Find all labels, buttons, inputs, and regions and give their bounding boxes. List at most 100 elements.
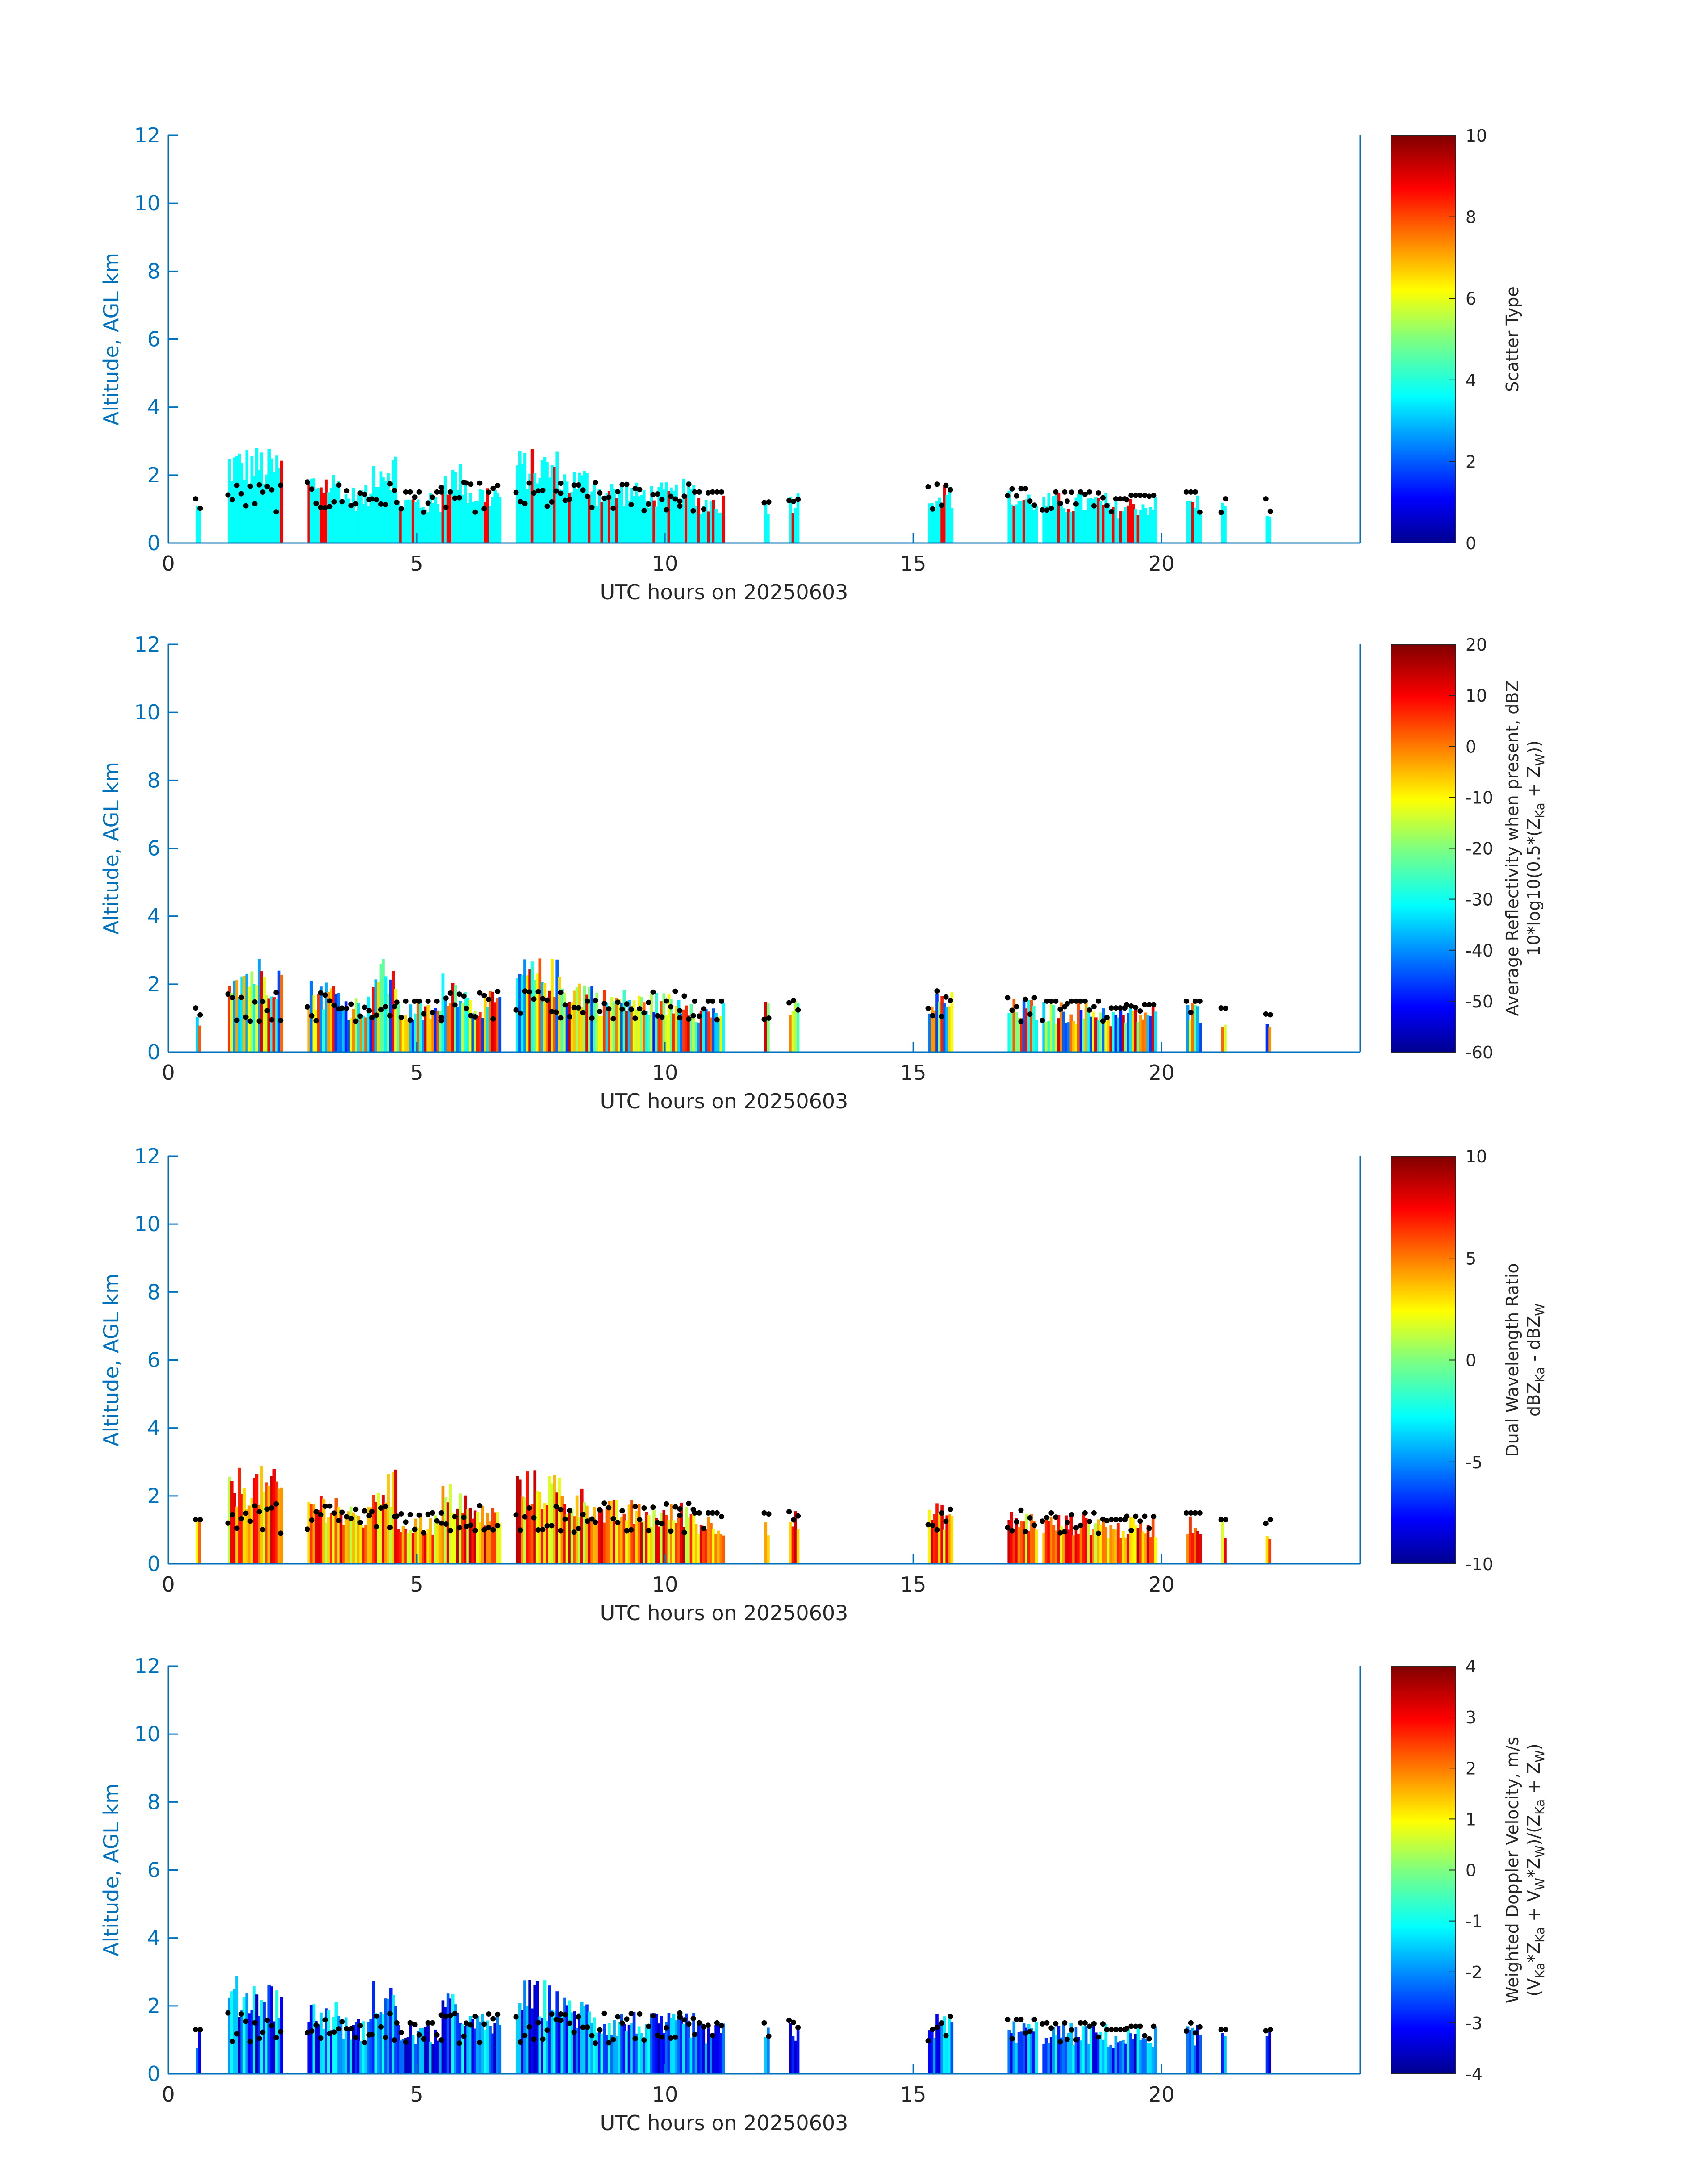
echo-column bbox=[426, 512, 430, 543]
echo-column bbox=[585, 2004, 589, 2074]
echo-column bbox=[789, 1015, 792, 1052]
echo-column bbox=[1199, 1023, 1202, 1052]
echo-column bbox=[650, 1527, 653, 1564]
echo-column bbox=[1074, 1024, 1078, 1052]
cloud-base-marker bbox=[1142, 1513, 1148, 1519]
echo-column bbox=[496, 998, 499, 1052]
cloud-base-marker bbox=[1053, 489, 1059, 495]
cloud-base-marker bbox=[264, 1008, 270, 1014]
echo-column bbox=[1079, 1528, 1083, 1564]
echo-column bbox=[409, 1004, 412, 1052]
echo-column bbox=[1012, 506, 1016, 543]
echo-column bbox=[1151, 2047, 1155, 2074]
cloud-base-marker bbox=[230, 2039, 235, 2044]
cloud-base-marker bbox=[672, 988, 678, 994]
echo-column bbox=[652, 1012, 656, 1052]
cloud-base-marker bbox=[378, 1505, 384, 1511]
echo-column bbox=[535, 1981, 539, 2074]
cloud-base-marker bbox=[1086, 2023, 1092, 2029]
cloud-base-marker bbox=[513, 1007, 519, 1013]
echo-column bbox=[632, 496, 636, 543]
echo-column bbox=[397, 2025, 400, 2074]
cloud-base-marker bbox=[447, 489, 453, 495]
cloud-base-marker bbox=[934, 988, 940, 994]
echo-column bbox=[516, 1476, 519, 1564]
cloud-base-marker bbox=[327, 2031, 333, 2036]
echo-column bbox=[699, 2023, 703, 2074]
echo-column bbox=[1191, 502, 1194, 543]
cloud-base-marker bbox=[1183, 1510, 1189, 1516]
echo-column bbox=[672, 1520, 676, 1564]
echo-column bbox=[1109, 510, 1112, 543]
y-tick-label: 10 bbox=[134, 1212, 160, 1236]
echo-column bbox=[1104, 493, 1107, 543]
echo-column bbox=[643, 1002, 646, 1052]
cloud-base-marker bbox=[225, 2010, 231, 2016]
echo-column bbox=[309, 1504, 313, 1564]
cloud-base-marker bbox=[585, 2024, 590, 2030]
cloud-base-marker bbox=[714, 1017, 720, 1023]
echo-column bbox=[707, 511, 710, 543]
cloud-base-marker bbox=[558, 2018, 564, 2023]
echo-column bbox=[1057, 2026, 1061, 2074]
cloud-base-marker bbox=[230, 497, 235, 503]
echo-column bbox=[1042, 1002, 1045, 1052]
echo-column bbox=[637, 496, 641, 543]
echo-column bbox=[406, 1533, 410, 1564]
cloud-base-marker bbox=[1082, 491, 1088, 497]
echo-column bbox=[441, 485, 445, 543]
cloud-base-marker bbox=[1104, 1015, 1110, 1020]
echo-column bbox=[1027, 1531, 1031, 1564]
echo-column bbox=[245, 974, 248, 1052]
echo-column bbox=[1189, 2030, 1192, 2074]
y-tick-label: 8 bbox=[147, 1280, 160, 1304]
cloud-base-marker bbox=[394, 999, 400, 1005]
cloud-base-marker bbox=[786, 2018, 792, 2023]
cloud-base-marker bbox=[234, 1525, 240, 1531]
cloud-base-marker bbox=[1018, 486, 1024, 492]
echo-column bbox=[459, 1000, 462, 1052]
echo-column bbox=[270, 458, 273, 543]
echo-column bbox=[677, 1000, 681, 1052]
cloud-base-marker bbox=[1044, 1515, 1050, 1521]
cloud-base-marker bbox=[464, 1005, 469, 1011]
echo-column bbox=[767, 1535, 770, 1564]
echo-column bbox=[643, 1521, 646, 1564]
echo-column bbox=[945, 2037, 948, 2074]
cloud-base-marker bbox=[593, 1519, 598, 1525]
cloud-base-marker bbox=[357, 490, 363, 496]
echo-column bbox=[417, 1527, 420, 1564]
echo-column bbox=[1057, 493, 1061, 543]
echo-column bbox=[1189, 1516, 1192, 1564]
echo-column bbox=[650, 486, 653, 543]
echo-column bbox=[387, 1999, 390, 2074]
cloud-base-marker bbox=[585, 493, 590, 499]
cloud-base-marker bbox=[403, 1519, 409, 1525]
echo-column bbox=[935, 1503, 939, 1564]
echo-column bbox=[240, 463, 243, 543]
echo-column bbox=[362, 1527, 365, 1564]
colorbar-tick-label: 4 bbox=[1466, 371, 1476, 390]
echo-column bbox=[528, 473, 531, 543]
cloud-base-marker bbox=[522, 2033, 528, 2038]
echo-column bbox=[496, 2014, 499, 2074]
echo-column bbox=[694, 1524, 698, 1564]
cloud-base-marker bbox=[394, 500, 400, 505]
cloud-base-marker bbox=[513, 489, 519, 495]
echo-column bbox=[394, 456, 397, 543]
echo-column bbox=[461, 1003, 464, 1052]
y-tick-label: 2 bbox=[147, 463, 160, 487]
cloud-base-marker bbox=[934, 481, 940, 487]
echo-column bbox=[1141, 1531, 1145, 1564]
echo-column bbox=[620, 485, 623, 543]
echo-column bbox=[489, 506, 492, 543]
cloud-base-marker bbox=[1073, 2037, 1079, 2043]
echo-column bbox=[570, 2012, 574, 2074]
cloud-base-marker bbox=[374, 1012, 379, 1018]
echo-column bbox=[610, 1501, 614, 1564]
cloud-base-marker bbox=[309, 1517, 315, 1523]
cloud-base-marker bbox=[1223, 1517, 1228, 1523]
echo-column bbox=[560, 490, 564, 543]
echo-column bbox=[377, 2015, 380, 2074]
cloud-base-marker bbox=[412, 1526, 418, 1532]
